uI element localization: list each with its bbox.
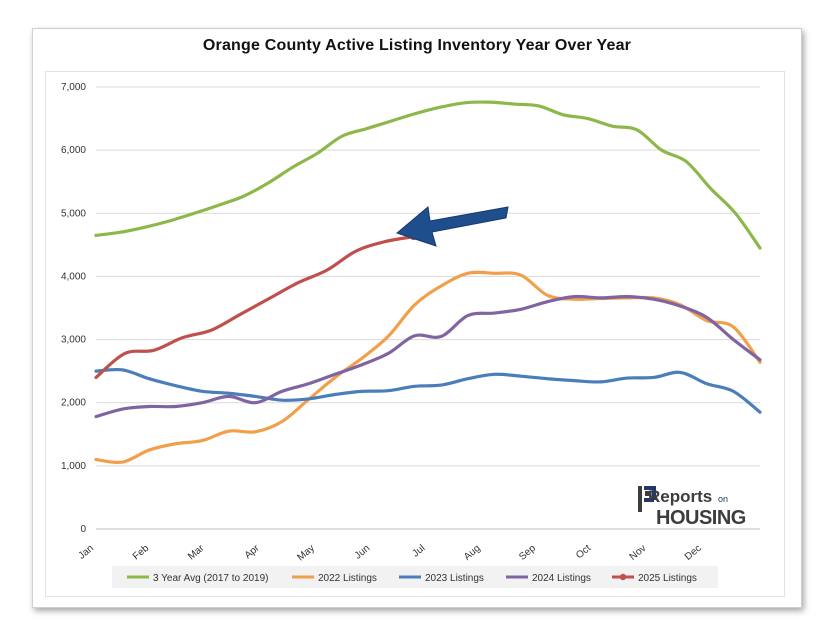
logo-reports-text: Reports xyxy=(648,487,712,506)
legend-label: 2022 Listings xyxy=(318,573,377,584)
y-tick-label: 6,000 xyxy=(61,145,86,156)
y-tick-label: 5,000 xyxy=(61,208,86,219)
pointer-arrow-icon xyxy=(395,206,509,247)
legend-marker xyxy=(619,573,627,581)
x-tick-label: Oct xyxy=(574,543,593,562)
x-tick-label: Dec xyxy=(683,543,704,563)
legend-label: 2024 Listings xyxy=(532,573,591,584)
series-lines xyxy=(94,100,762,465)
plot-frame xyxy=(45,71,785,597)
legend-label: 2025 Listings xyxy=(638,573,697,584)
series-line-2 xyxy=(94,367,762,414)
y-tick-label: 3,000 xyxy=(61,335,86,346)
grid-lines xyxy=(96,86,760,530)
y-tick-label: 1,000 xyxy=(61,461,86,472)
chart-title: Orange County Active Listing Inventory Y… xyxy=(202,37,632,54)
x-tick-label: Mar xyxy=(186,542,207,562)
legend-label: 2023 Listings xyxy=(425,573,484,584)
x-tick-label: Sep xyxy=(517,543,538,563)
annotation-arrow xyxy=(395,206,509,247)
y-tick-label: 7,000 xyxy=(61,82,86,93)
series-line-3 xyxy=(94,294,762,419)
x-axis-ticks: Jan Feb Mar Apr May Jun Jul Aug Sep Oct Nov Dec xyxy=(77,542,704,563)
x-tick-label: Jun xyxy=(353,543,372,562)
x-tick-label: Feb xyxy=(131,543,152,563)
logo-house-icon xyxy=(638,486,656,512)
x-tick-label: May xyxy=(295,543,317,564)
y-axis-ticks: 0 1,000 2,000 3,000 4,000 5,000 6,000 7,000 xyxy=(61,82,86,535)
y-tick-label: 2,000 xyxy=(61,398,86,409)
x-tick-label: Apr xyxy=(243,542,263,561)
x-tick-label: Jan xyxy=(77,543,96,562)
chart-card: Orange County Active Listing Inventory Y… xyxy=(32,28,802,608)
reports-on-housing-logo: Reports on HOUSING xyxy=(638,486,746,529)
x-tick-label: Aug xyxy=(462,543,483,563)
series-line-0 xyxy=(94,100,762,250)
x-tick-label: Nov xyxy=(628,543,649,563)
y-tick-label: 4,000 xyxy=(61,271,86,282)
y-tick-label: 0 xyxy=(80,524,86,535)
legend-label: 3 Year Avg (2017 to 2019) xyxy=(153,573,268,584)
series-line-4 xyxy=(94,235,416,380)
logo-on-text: on xyxy=(718,494,728,504)
x-tick-label: Jul xyxy=(411,543,428,560)
legend: 3 Year Avg (2017 to 2019) 2022 Listings 20… xyxy=(112,566,718,588)
logo-housing-text: HOUSING xyxy=(656,507,746,529)
